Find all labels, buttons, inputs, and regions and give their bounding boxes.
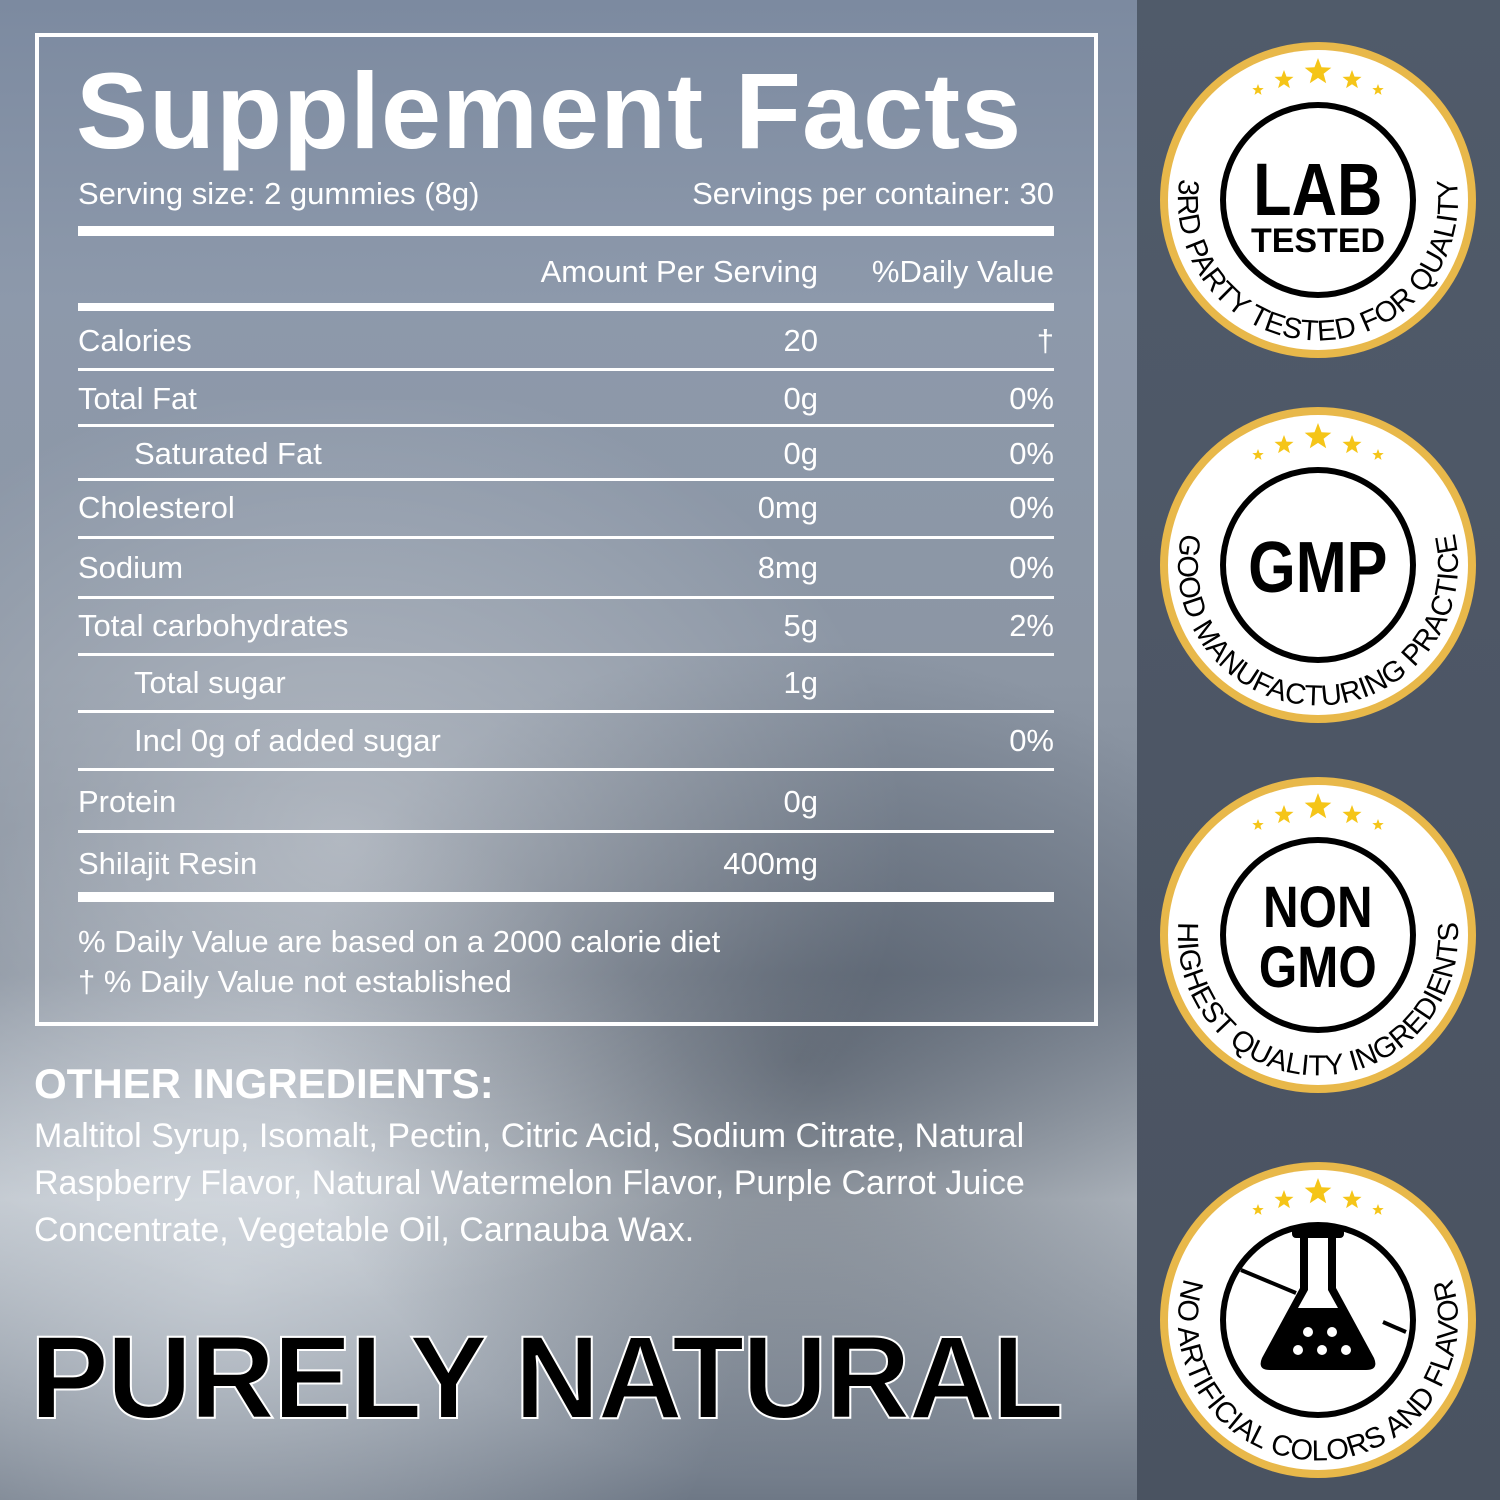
inner-ring — [1220, 837, 1416, 1033]
nutrient-name: Total sugar — [134, 665, 286, 700]
footnote-dagger: † % Daily Value not established — [78, 964, 512, 999]
nutrient-daily-value: 0% — [1009, 723, 1054, 758]
nutrient-amount: 0g — [783, 381, 818, 416]
purely-natural-slogan: PURELY NATURAL — [29, 1311, 1065, 1445]
nutrient-name: Incl 0g of added sugar — [134, 723, 441, 758]
nutrient-name: Sodium — [78, 550, 184, 585]
nutrient-name: Cholesterol — [78, 490, 235, 525]
inner-ring — [1220, 102, 1416, 298]
star-icon — [1252, 84, 1264, 95]
star-icon — [1274, 805, 1294, 824]
nutrient-amount: 0g — [783, 784, 818, 819]
star-icon — [1372, 819, 1384, 830]
star-icon — [1252, 819, 1264, 830]
star-icon — [1372, 84, 1384, 95]
star-icon — [1372, 1204, 1384, 1215]
star-icon — [1342, 1190, 1362, 1209]
nutrient-name: Total Fat — [78, 381, 197, 416]
nutrient-amount: 20 — [783, 323, 818, 358]
nutrient-daily-value: 0% — [1009, 436, 1054, 471]
star-icon — [1342, 805, 1362, 824]
row-divider — [78, 368, 1054, 371]
divider — [78, 892, 1054, 902]
star-icon — [1304, 793, 1332, 819]
star-icon — [1274, 70, 1294, 89]
row-divider — [78, 653, 1054, 656]
nutrient-daily-value: † — [1036, 323, 1054, 358]
flask-icon — [1240, 1228, 1407, 1370]
servings-per-container: Servings per container: 30 — [692, 176, 1054, 211]
badge-center-line2: TESTED — [1251, 222, 1385, 260]
row-divider — [78, 710, 1054, 713]
nutrient-name: Protein — [78, 784, 177, 819]
star-icon — [1274, 1190, 1294, 1209]
star-icon — [1274, 435, 1294, 454]
row-divider — [78, 830, 1054, 833]
nutrient-daily-value: 0% — [1009, 381, 1054, 416]
star-icon — [1252, 449, 1264, 460]
col-amount-header: Amount Per Serving — [540, 254, 818, 289]
badge-center-line2: GMO — [1259, 935, 1377, 1000]
row-divider — [78, 424, 1054, 427]
serving-size: Serving size: 2 gummies (8g) — [78, 176, 480, 211]
nutrient-amount: 400mg — [723, 846, 818, 881]
row-divider — [78, 536, 1054, 539]
badge-2: GMP GOOD MANUFACTURING PRACTICE — [1160, 407, 1476, 723]
mountain-background — [0, 400, 1140, 1500]
row-divider — [78, 768, 1054, 771]
badge-center-line1: NON — [1263, 875, 1373, 940]
other-ingredients-text: Maltitol Syrup, Isomalt, Pectin, Citric … — [34, 1117, 1025, 1249]
inner-ring — [1220, 1222, 1416, 1418]
divider — [78, 226, 1054, 236]
nutrient-name: Calories — [78, 323, 192, 358]
nutrient-daily-value: 0% — [1009, 490, 1054, 525]
nutrient-daily-value: 0% — [1009, 550, 1054, 585]
other-ingredients-heading: OTHER INGREDIENTS: — [34, 1060, 494, 1107]
star-icon — [1304, 58, 1332, 84]
nutrient-amount: 5g — [783, 608, 818, 643]
badge-center-line1: GMP — [1248, 528, 1387, 608]
nutrient-name: Saturated Fat — [134, 436, 322, 471]
badge-center-line1: LAB — [1253, 148, 1382, 231]
col-dv-header: %Daily Value — [871, 254, 1054, 289]
star-icon — [1372, 449, 1384, 460]
supplement-facts-panel — [35, 33, 1098, 1026]
nutrient-name: Total carbohydrates — [78, 608, 349, 643]
badge-4: NO ARTIFICIAL COLORS AND FLAVOR — [1160, 1162, 1476, 1478]
star-icon — [1342, 435, 1362, 454]
nutrient-amount: 0g — [783, 436, 818, 471]
row-divider — [78, 596, 1054, 599]
nutrient-name: Shilajit Resin — [78, 846, 258, 881]
inner-ring — [1220, 467, 1416, 663]
footnote-dv: % Daily Value are based on a 2000 calori… — [78, 924, 721, 959]
nutrient-amount: 1g — [783, 665, 818, 700]
star-icon — [1304, 423, 1332, 449]
facts-title: Supplement Facts — [76, 50, 1023, 171]
nutrient-amount: 0mg — [757, 490, 818, 525]
star-icon — [1342, 70, 1362, 89]
row-divider — [78, 478, 1054, 481]
nutrient-amount: 8mg — [757, 550, 818, 585]
star-icon — [1252, 1204, 1264, 1215]
divider — [78, 303, 1054, 311]
nutrient-daily-value: 2% — [1009, 608, 1054, 643]
star-icon — [1304, 1178, 1332, 1204]
